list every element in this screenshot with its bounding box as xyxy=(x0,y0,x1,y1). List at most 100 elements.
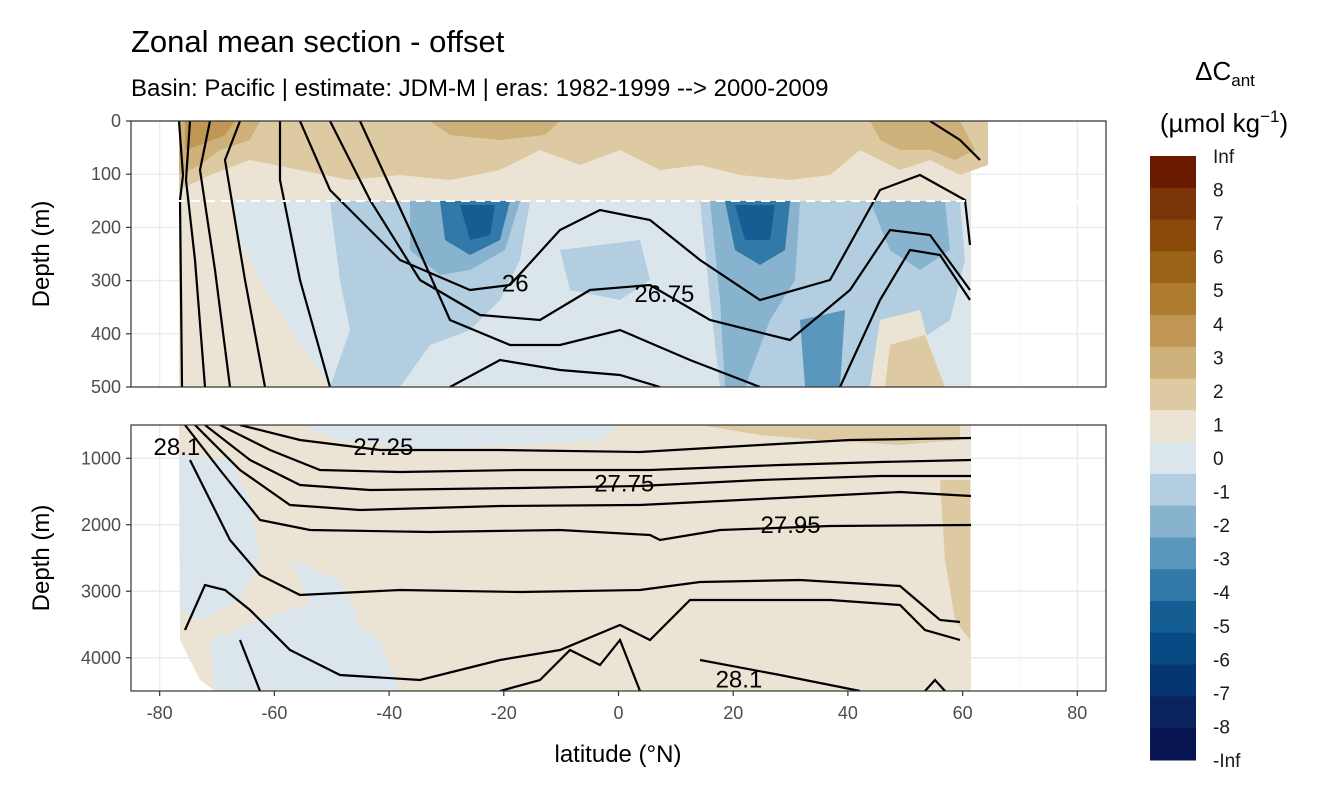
legend-color-band xyxy=(1150,728,1196,761)
legend-unit-end: ) xyxy=(1279,108,1288,138)
x-tick-label: -80 xyxy=(147,703,173,723)
legend-label: 6 xyxy=(1213,248,1224,269)
legend-color-band xyxy=(1150,283,1196,316)
x-tick-label: 0 xyxy=(613,703,623,723)
upper-contour-line xyxy=(449,358,661,387)
x-tick-label: 60 xyxy=(953,703,973,723)
lower-contour-line xyxy=(699,658,861,691)
legend-title-main: ΔC xyxy=(1195,56,1231,86)
y-tick-label: 4000 xyxy=(81,648,121,668)
legend-unit: (µmol kg−1) xyxy=(1160,107,1288,138)
y-tick-label: 500 xyxy=(91,377,121,397)
legend-unit-superscript: −1 xyxy=(1260,107,1279,126)
legend-label: -1 xyxy=(1213,483,1230,504)
legend-color-band xyxy=(1150,410,1196,443)
x-axis: -80 -60 -40 -20 0 20 40 60 80 xyxy=(147,691,1087,723)
contour-label: 27.95 xyxy=(761,512,821,539)
lower-contour-line xyxy=(239,425,972,454)
x-tick-label: 80 xyxy=(1067,703,1087,723)
upper-contour-line xyxy=(223,121,267,387)
x-tick-label: -60 xyxy=(261,703,287,723)
legend-label: -4 xyxy=(1213,583,1230,604)
chart-title: Zonal mean section - offset xyxy=(131,24,505,59)
upper-contour-line xyxy=(298,121,972,302)
upper-field-positive-5 xyxy=(430,121,560,140)
lower-contour-lines xyxy=(183,425,972,691)
chart-subtitle: Basin: Pacific | estimate: JDM-M | eras:… xyxy=(131,75,829,102)
upper-contour-line xyxy=(198,121,232,387)
legend-label: 4 xyxy=(1213,315,1224,336)
upper-field xyxy=(131,121,1106,387)
upper-field-negative-5a xyxy=(460,205,495,240)
legend-color-band xyxy=(1150,569,1196,602)
lower-contour-line xyxy=(924,678,946,691)
x-tick-label: 40 xyxy=(838,703,858,723)
legend-label: -5 xyxy=(1213,617,1230,638)
lower-y-axis-title: Depth (m) xyxy=(28,505,55,612)
y-tick-label: 300 xyxy=(91,271,121,291)
contour-label: 28.1 xyxy=(154,434,201,461)
x-axis-title: latitude (°N) xyxy=(555,741,682,768)
upper-field-negative-3a xyxy=(800,310,845,387)
upper-panel: 26 26.75 0 100 200 300 400 500 xyxy=(91,111,1107,397)
legend-color-band xyxy=(1150,505,1196,538)
legend-title-subscript: ant xyxy=(1231,71,1255,90)
lower-contour-line xyxy=(204,425,971,492)
legend-color-band xyxy=(1150,664,1196,697)
legend-label: -2 xyxy=(1213,516,1230,537)
y-tick-label: 2000 xyxy=(81,515,121,535)
legend-label: 3 xyxy=(1213,348,1224,369)
lower-field-negative-a xyxy=(300,425,620,450)
y-tick-label: 100 xyxy=(91,164,121,184)
x-tick-label: -40 xyxy=(376,703,402,723)
lower-field-base xyxy=(179,425,971,691)
upper-field-positive-1 xyxy=(179,121,988,190)
lower-y-axis: 1000 2000 3000 4000 xyxy=(81,448,131,668)
legend-label: -Inf xyxy=(1213,751,1241,772)
legend-title: ΔCant xyxy=(1195,56,1255,90)
upper-contour-line xyxy=(929,121,981,161)
legend-label: -8 xyxy=(1213,717,1230,738)
y-tick-label: 200 xyxy=(91,217,121,237)
legend-color-band xyxy=(1150,696,1196,729)
legend-color-band xyxy=(1150,156,1196,189)
lower-contour-line xyxy=(194,425,972,512)
lower-field xyxy=(179,425,972,691)
lower-contour-line xyxy=(189,459,961,624)
lower-contour-line xyxy=(238,639,262,691)
legend-label: -6 xyxy=(1213,650,1230,671)
x-tick-label: 20 xyxy=(723,703,743,723)
legend-color-band xyxy=(1150,187,1196,221)
lower-contour-line xyxy=(183,583,961,682)
lower-contour-labels: 28.1 27.25 27.75 27.95 28.1 xyxy=(154,434,821,694)
lower-field-negative-d xyxy=(290,560,360,620)
legend-color-band xyxy=(1150,251,1196,284)
y-tick-label: 400 xyxy=(91,324,121,344)
lower-panel: 28.1 27.25 27.75 27.95 28.1 1000 2000 3000 4000 xyxy=(81,424,1107,694)
legend-label: 2 xyxy=(1213,382,1224,403)
legend-color-band xyxy=(1150,601,1196,634)
upper-contour-line xyxy=(839,248,971,387)
upper-contour-labels: 26 26.75 xyxy=(502,270,695,308)
legend-color-band xyxy=(1150,632,1196,666)
upper-field-positive-4 xyxy=(870,121,975,160)
contour-label: 27.25 xyxy=(353,434,413,461)
legend-color-band xyxy=(1150,346,1196,380)
y-tick-label: 0 xyxy=(111,111,121,131)
legend-unit-main: (µmol kg xyxy=(1160,108,1260,138)
x-tick-label: -20 xyxy=(491,703,517,723)
contour-label: 27.75 xyxy=(594,471,654,498)
contour-label: 28.1 xyxy=(716,667,763,694)
y-tick-label: 1000 xyxy=(81,448,121,468)
legend-color-band xyxy=(1150,537,1196,570)
lower-contour-line xyxy=(499,637,642,691)
upper-field-positive-7 xyxy=(885,335,945,387)
upper-contour-line xyxy=(329,121,971,342)
legend-label: 0 xyxy=(1213,449,1224,470)
legend-label: 1 xyxy=(1213,415,1224,436)
upper-y-axis-title: Depth (m) xyxy=(28,201,55,308)
upper-contour-line xyxy=(278,121,332,387)
lower-contour-line xyxy=(184,425,972,542)
legend-labels: Inf 8 7 6 5 4 3 2 1 0 -1 -2 -3 -4 -5 -6 -7 -8 -Inf xyxy=(1213,147,1241,772)
